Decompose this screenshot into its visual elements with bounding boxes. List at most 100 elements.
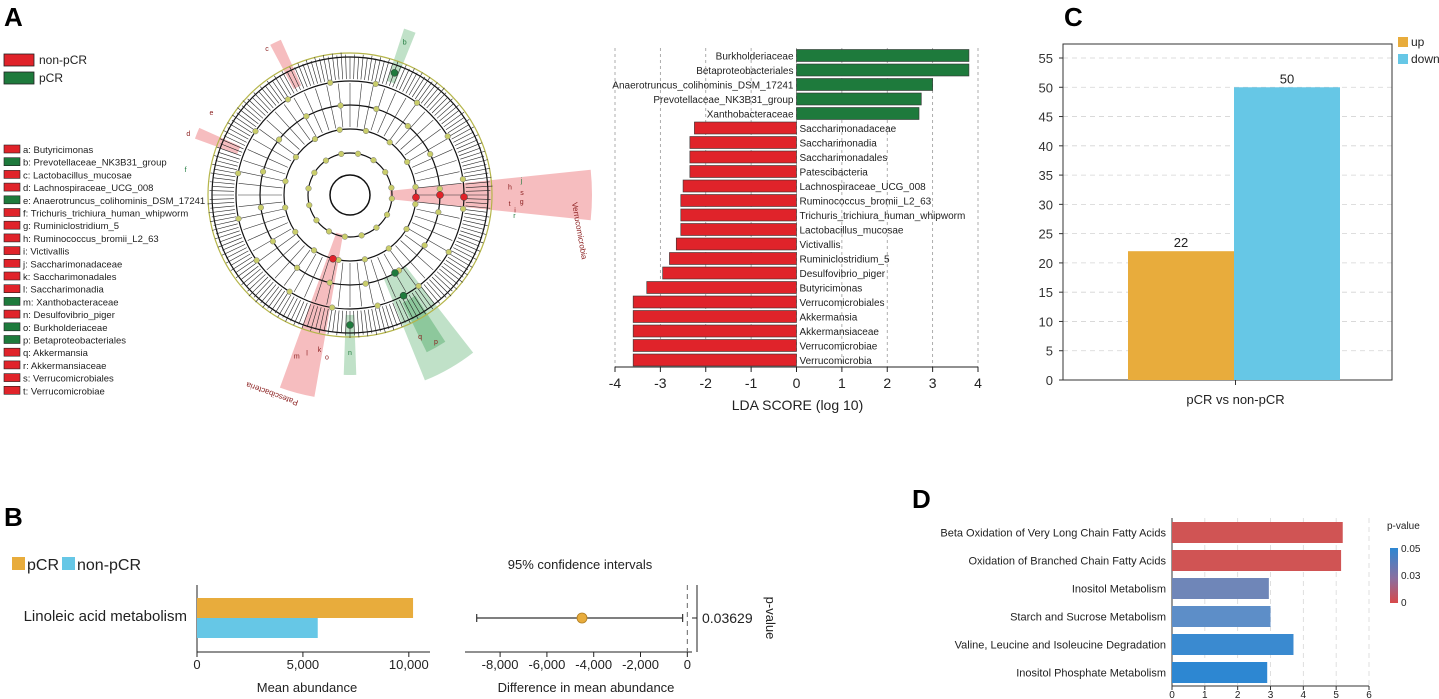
tree-leaf xyxy=(447,119,470,134)
tree-leaf xyxy=(378,307,386,333)
abund-category-label: Linoleic acid metabolism xyxy=(24,608,187,625)
tree-leaf xyxy=(399,299,411,324)
tree-leaf xyxy=(423,284,440,304)
clade-wedge-prevotellaceae xyxy=(387,28,416,84)
updown-data-label-0: 22 xyxy=(1174,235,1188,250)
tree-leaf xyxy=(209,190,235,192)
tree-leaf xyxy=(434,98,453,116)
path-bar-1 xyxy=(1172,550,1342,571)
taxon-swatch-6 xyxy=(3,220,21,230)
tree-branch xyxy=(259,128,296,156)
panel-label-d: D xyxy=(912,484,931,514)
tree-leaf xyxy=(353,54,355,80)
tree-leaf xyxy=(260,284,277,304)
tree-leaf xyxy=(451,250,473,263)
tree-node-42 xyxy=(303,113,310,120)
tree-leaf xyxy=(332,310,336,333)
clade-node-1 xyxy=(436,191,444,199)
tree-leaf xyxy=(222,240,244,251)
tree-leaf xyxy=(449,124,470,137)
lda-bar-label-9: Lachnospiraceae_UCG_008 xyxy=(800,182,927,193)
path-tick-label-1: 1 xyxy=(1202,690,1208,699)
tree-branch xyxy=(243,215,286,230)
tree-node-16 xyxy=(341,233,348,240)
tree-branch xyxy=(266,119,300,150)
clade-node-0 xyxy=(412,193,420,202)
taxon-label-15: p: Betaproteobacteriales xyxy=(23,336,126,347)
tree-node-48 xyxy=(354,150,362,157)
tree-leaf xyxy=(240,265,259,281)
legend-label-0: non-pCR xyxy=(39,53,87,67)
tree-node-27 xyxy=(253,257,260,264)
tree-leaf xyxy=(336,55,340,80)
node-letter-q: q xyxy=(418,334,422,341)
tree-leaf xyxy=(459,147,482,156)
path-tick-label-5: 5 xyxy=(1333,690,1339,699)
path-tick-label-2: 2 xyxy=(1235,690,1241,699)
tree-leaf xyxy=(226,247,247,259)
taxon-label-7: h: Ruminococcus_bromii_L2_63 xyxy=(23,234,159,245)
taxon-swatch-0 xyxy=(3,144,21,154)
tree-leaf xyxy=(219,138,244,150)
tree-node-2 xyxy=(435,209,442,216)
tree-branch xyxy=(377,92,396,134)
tree-branch xyxy=(337,262,344,307)
panel-label-b: B xyxy=(4,502,23,532)
tree-node-29 xyxy=(282,204,289,211)
tree-leaf xyxy=(360,310,364,335)
tree-branch xyxy=(304,92,323,134)
taxon-label-6: g: Ruminiclostridium_5 xyxy=(23,221,119,232)
tree-leaf xyxy=(323,55,329,82)
tree-branch xyxy=(315,259,330,302)
tree-leaf xyxy=(405,72,418,94)
tree-leaf xyxy=(208,209,235,214)
updown-tick-label-4: 20 xyxy=(1039,256,1053,271)
cladogram-legend: non-pCR pCR xyxy=(3,53,87,85)
tree-leaf xyxy=(439,105,459,122)
taxon-label-8: i: Victivallis xyxy=(23,247,70,258)
tree-leaf xyxy=(445,116,465,131)
tree-node-63 xyxy=(459,176,466,183)
tree-leaf xyxy=(392,65,402,88)
tree-leaf xyxy=(252,97,269,114)
tree-branch xyxy=(414,160,457,175)
abund-tick-label-0: 0 xyxy=(193,657,200,672)
lda-bar-1 xyxy=(796,63,970,77)
taxon-swatch-4 xyxy=(3,195,21,205)
lda-bar-label-12: Lactobacillus_mucosae xyxy=(800,226,904,237)
tree-node-39 xyxy=(252,128,259,135)
ci-tick-label-4: 0 xyxy=(684,657,691,672)
tree-leaf xyxy=(364,310,369,337)
taxon-swatch-12 xyxy=(3,297,21,306)
up-down-chart: 0 5 10 15 20 25 30 35 40 45 50 55 22 50 pCR vs non-pCR… xyxy=(1039,35,1439,407)
tree-leaf xyxy=(297,63,308,88)
tree-node-31 xyxy=(235,215,242,222)
tree-leaf xyxy=(302,63,311,86)
tree-leaf xyxy=(417,288,434,310)
taxon-label-11: l: Saccharimonadia xyxy=(23,285,105,296)
pvalue-label: 0.03629 xyxy=(702,610,753,626)
taxon-label-10: k: Saccharimonadales xyxy=(23,272,117,283)
tree-branch xyxy=(315,88,330,131)
tree-branch xyxy=(238,182,283,189)
tree-leaf xyxy=(443,262,464,278)
taxon-swatch-18 xyxy=(3,373,21,382)
tree-node-38 xyxy=(276,136,283,143)
updown-tick-label-10: 50 xyxy=(1039,80,1053,95)
tree-leaf xyxy=(223,130,247,143)
updown-tick-label-5: 25 xyxy=(1039,227,1053,242)
taxon-label-3: d: Lachnospiraceae_UCG_008 xyxy=(23,183,153,194)
tree-leaf xyxy=(378,60,385,83)
tree-branch xyxy=(356,262,363,307)
taxon-label-14: o: Burkholderiaceae xyxy=(23,323,108,334)
tree-node-7 xyxy=(445,248,452,256)
taxon-label-13: n: Desulfovibrio_piger xyxy=(23,310,115,321)
tree-leaf xyxy=(399,68,410,91)
node-letter-g: g xyxy=(520,199,524,206)
tree-leaf xyxy=(459,234,484,244)
taxon-label-4: e: Anaerotruncus_colihominis_DSM_17241 xyxy=(23,196,205,207)
tree-leaf xyxy=(447,256,469,271)
tree-leaf xyxy=(465,201,488,204)
tree-branch xyxy=(414,215,457,230)
tree-branch xyxy=(417,182,462,189)
